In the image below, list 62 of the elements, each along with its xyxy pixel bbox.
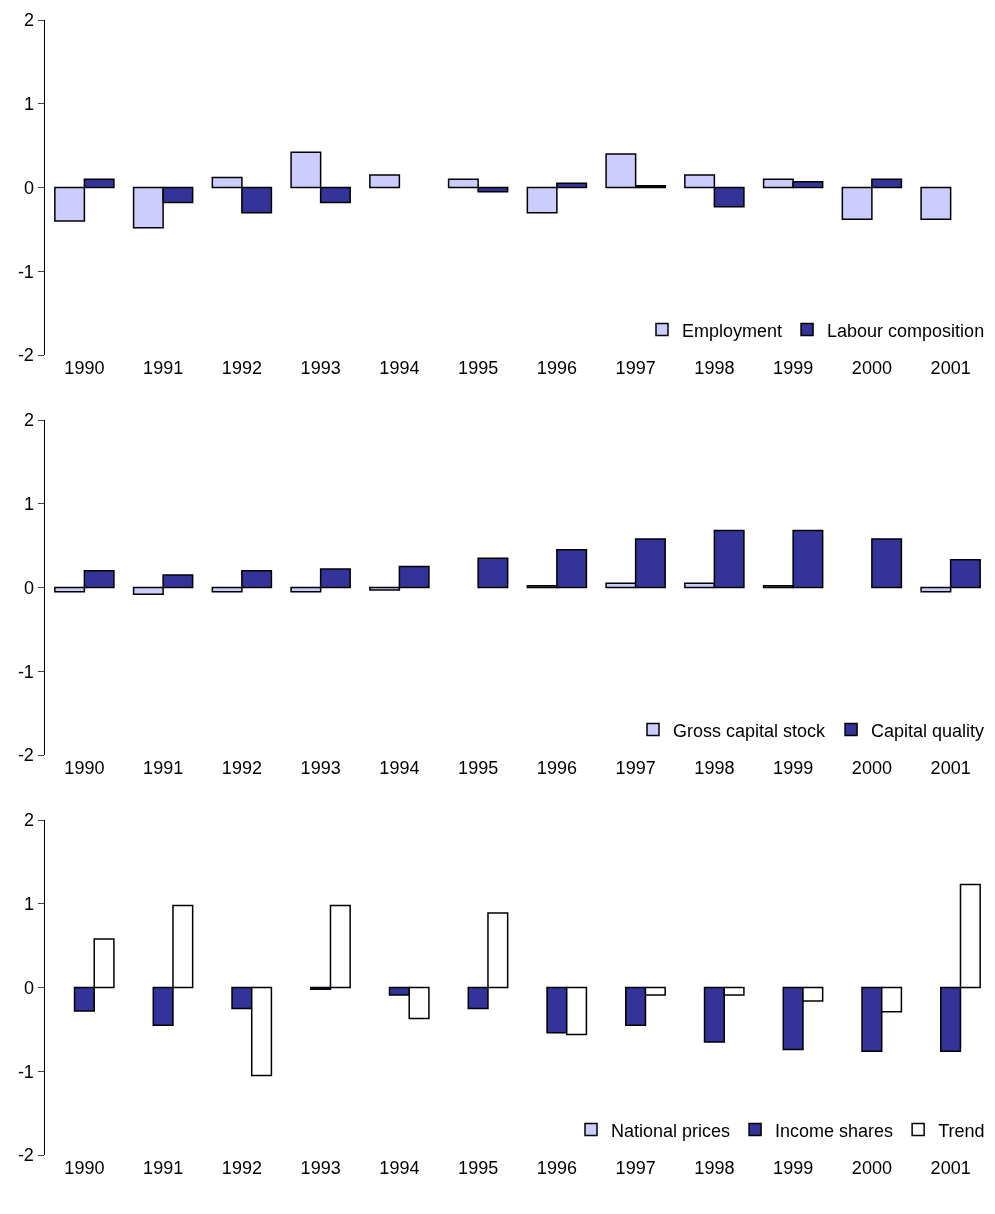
y-tick-label: 2: [23, 410, 34, 431]
x-tick-label: 1996: [536, 358, 577, 378]
x-tick-label: 1991: [143, 1158, 184, 1178]
x-tick-label: 1990: [64, 1158, 105, 1178]
bar: [477, 557, 509, 589]
y-tick-label: -2: [17, 345, 34, 366]
x-tick-label: 1993: [300, 758, 341, 778]
y-tick-label: 1: [23, 494, 34, 515]
y-tick-label: -1: [17, 261, 34, 282]
legend-label: Employment: [682, 320, 783, 341]
legend-label: Income shares: [775, 1120, 894, 1141]
x-tick-label: 1995: [458, 358, 499, 378]
y-tick-label: -2: [17, 745, 34, 766]
bar: [871, 538, 903, 589]
y-tick-label: 2: [23, 810, 34, 831]
bar: [920, 186, 952, 221]
y-tick-label: 2: [23, 10, 34, 31]
x-tick-label: 1996: [536, 758, 577, 778]
x-tick-label: 1998: [694, 358, 735, 378]
x-tick-label: 1990: [64, 758, 105, 778]
x-tick-label: 1994: [379, 758, 420, 778]
x-tick-label: 1993: [300, 358, 341, 378]
x-tick-label: 2000: [851, 1158, 892, 1178]
y-tick-label: 1: [23, 94, 34, 115]
y-tick-label: -1: [17, 1061, 34, 1082]
x-tick-label: 1990: [64, 358, 105, 378]
y-tick-label: -1: [17, 661, 34, 682]
x-tick-label: 1994: [379, 1158, 420, 1178]
y-tick-label: 0: [23, 577, 34, 598]
legend-label: Gross capital stock: [673, 720, 827, 741]
bar: [369, 174, 401, 189]
y-tick-label: -2: [17, 1145, 34, 1166]
x-tick-label: 2000: [851, 358, 892, 378]
legend-label: Labour composition: [827, 320, 985, 341]
x-tick-label: 2001: [930, 1158, 971, 1178]
x-tick-label: 1992: [221, 758, 262, 778]
x-tick-label: 2000: [851, 758, 892, 778]
x-tick-label: 1997: [615, 758, 656, 778]
x-tick-label: 1999: [773, 1158, 814, 1178]
y-tick-label: 0: [23, 177, 34, 198]
y-tick-label: 0: [23, 977, 34, 998]
legend-label: Capital quality: [871, 720, 985, 741]
x-tick-label: 1992: [221, 358, 262, 378]
legend-label: National prices: [611, 1120, 731, 1141]
x-tick-label: 1994: [379, 358, 420, 378]
x-tick-label: 1996: [536, 1158, 577, 1178]
x-tick-label: 2001: [930, 758, 971, 778]
x-tick-label: 1993: [300, 1158, 341, 1178]
x-tick-label: 1991: [143, 758, 184, 778]
x-tick-label: 1997: [615, 358, 656, 378]
x-tick-label: 1998: [694, 1158, 735, 1178]
x-tick-label: 1999: [773, 358, 814, 378]
legend-label: Trend: [938, 1120, 985, 1141]
x-tick-label: 1997: [615, 1158, 656, 1178]
x-tick-label: 1995: [458, 1158, 499, 1178]
x-tick-label: 1995: [458, 758, 499, 778]
x-tick-label: 1991: [143, 358, 184, 378]
x-tick-label: 1999: [773, 758, 814, 778]
x-tick-label: 1992: [221, 1158, 262, 1178]
y-tick-label: 1: [23, 894, 34, 915]
x-tick-label: 2001: [930, 358, 971, 378]
x-tick-label: 1998: [694, 758, 735, 778]
